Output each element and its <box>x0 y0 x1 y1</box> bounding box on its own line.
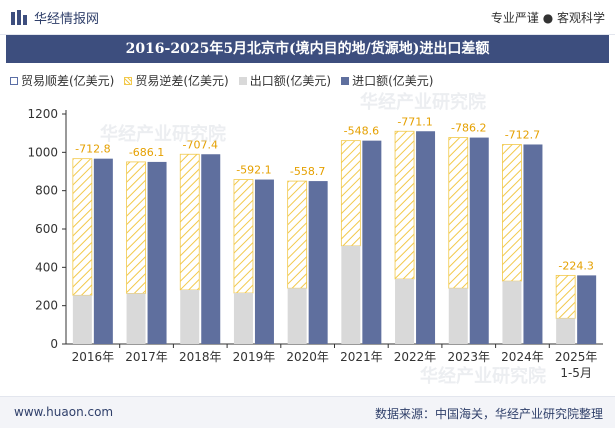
deficit-bar <box>72 158 93 296</box>
deficit-bar <box>126 161 146 294</box>
legend-label-import: 进口额(亿美元) <box>352 74 434 88</box>
bar-chart: 0 200 400 600 800 1000 1200 -712.8 2016年 -686.1 20… <box>27 107 603 380</box>
deficit-data-label: -548.6 <box>344 125 379 138</box>
deficit-data-label: -686.1 <box>129 146 164 159</box>
export-bar <box>341 245 361 344</box>
brand-logo-icon <box>11 9 27 25</box>
export-bar <box>126 293 146 344</box>
x-tick-label: 2019年 <box>233 350 276 364</box>
deficit-data-label: -707.4 <box>183 138 218 151</box>
legend-swatch-export <box>238 76 247 85</box>
brand[interactable]: 华经情报网 <box>10 8 99 27</box>
import-bar <box>93 158 113 344</box>
deficit-bar <box>448 137 469 289</box>
deficit-bar <box>394 130 415 280</box>
deficit-data-label: -771.1 <box>397 115 432 128</box>
export-bar <box>556 318 576 344</box>
import-bar <box>469 137 489 344</box>
deficit-data-label: -558.7 <box>290 165 325 178</box>
deficit-bar <box>287 180 308 289</box>
legend-label-trade-surplus: 贸易顺差(亿美元) <box>21 74 115 88</box>
export-bar <box>72 295 92 344</box>
deficit-data-label: -712.8 <box>75 143 110 156</box>
legend-item-export: 出口额(亿美元) <box>238 72 332 89</box>
x-tick-label: 2017年 <box>125 350 168 364</box>
import-bar <box>201 154 221 344</box>
chart-title: 2016-2025年5月北京市(境内目的地/货源地)进出口差额 <box>6 35 609 63</box>
x-tick-label: 2022年 <box>394 350 437 364</box>
legend-item-import: 进口额(亿美元) <box>341 72 434 89</box>
import-bar <box>416 131 436 344</box>
export-bar <box>395 279 415 344</box>
deficit-bar <box>340 140 361 247</box>
website-link[interactable]: www.huaon.com <box>14 405 114 419</box>
export-bar <box>233 293 253 344</box>
import-bar <box>308 181 328 344</box>
deficit-bar <box>179 153 200 291</box>
legend-swatch-trade-surplus <box>10 76 18 85</box>
import-bar <box>254 179 274 344</box>
y-tick-label: 400 <box>35 260 58 274</box>
legend-item-trade-deficit: 贸易逆差(亿美元) <box>124 72 229 89</box>
tagline: 专业严谨 ● 客观科学 <box>490 11 605 25</box>
x-tick-label: 2025年 <box>555 350 598 364</box>
deficit-bar <box>233 179 254 294</box>
x-tick-label: 2024年 <box>501 350 544 364</box>
y-tick-label: 1000 <box>27 145 58 159</box>
deficit-data-label: -592.1 <box>236 164 271 177</box>
export-bar <box>502 281 522 344</box>
deficit-data-label: -224.3 <box>558 259 593 272</box>
brand-name: 华经情报网 <box>34 12 100 27</box>
import-bar <box>147 161 167 344</box>
y-tick-label: 600 <box>35 222 58 236</box>
x-tick-label: 2021年 <box>340 350 383 364</box>
export-bar <box>448 288 468 344</box>
y-tick-label: 200 <box>35 299 58 313</box>
export-bar <box>180 289 200 344</box>
deficit-data-label: -712.7 <box>505 128 540 141</box>
import-bar <box>362 140 382 344</box>
legend-swatch-import <box>341 76 350 85</box>
deficit-bar <box>502 144 522 282</box>
footer: www.huaon.com 数据来源：中国海关，华经产业研究院整理 <box>0 396 615 428</box>
legend-label-trade-deficit: 贸易逆差(亿美元) <box>135 74 229 88</box>
y-tick-label: 0 <box>50 337 58 351</box>
legend-swatch-trade-deficit <box>124 76 133 85</box>
import-bar <box>523 144 543 344</box>
data-source: 数据来源：中国海关，华经产业研究院整理 <box>374 407 603 421</box>
y-tick-label: 1200 <box>27 107 58 121</box>
legend-label-export: 出口额(亿美元) <box>249 74 332 88</box>
deficit-bar <box>555 274 576 319</box>
legend-item-trade-surplus: 贸易顺差(亿美元) <box>10 72 114 89</box>
y-tick-label: 800 <box>35 184 58 198</box>
x-tick-label: 2016年 <box>72 350 115 364</box>
import-bar <box>577 275 597 344</box>
chart-legend: 贸易顺差(亿美元) 贸易逆差(亿美元) 出口额(亿美元) 进口额(亿美元) <box>10 72 434 89</box>
deficit-data-label: -786.2 <box>451 122 486 135</box>
export-bar <box>287 288 307 344</box>
x-tick-label: 2023年 <box>447 350 490 364</box>
x-tick-label: 2020年 <box>286 350 329 364</box>
x-tick-sublabel: 1-5月 <box>560 366 592 380</box>
x-tick-label: 2018年 <box>179 350 222 364</box>
top-bar: 华经情报网 专业严谨 ● 客观科学 <box>0 0 615 35</box>
